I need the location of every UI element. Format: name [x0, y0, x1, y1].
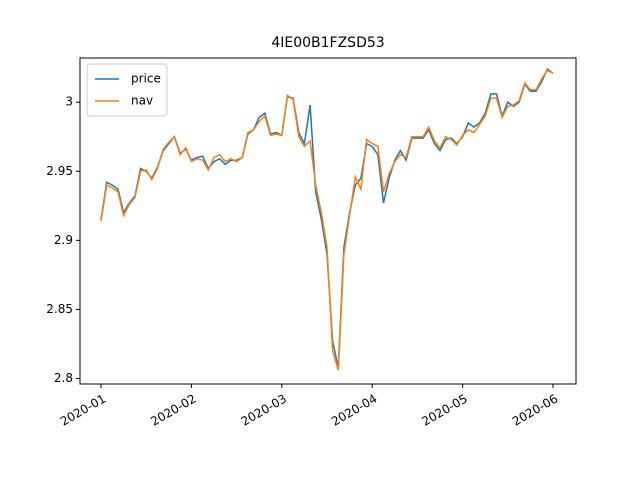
chart-title: 4IE00B1FZSD53 [271, 35, 384, 51]
y-tick-label: 2.85 [46, 302, 73, 316]
legend-label: nav [131, 94, 153, 108]
y-tick-label: 2.9 [54, 233, 73, 247]
line [100, 69, 554, 371]
legend-label: price [131, 72, 161, 86]
y-tick-label: 3 [65, 95, 73, 109]
y-tick-label: 2.8 [54, 371, 73, 385]
legend-box [86, 63, 168, 117]
axes-frame [79, 57, 577, 385]
y-tick-label: 2.95 [46, 164, 73, 178]
